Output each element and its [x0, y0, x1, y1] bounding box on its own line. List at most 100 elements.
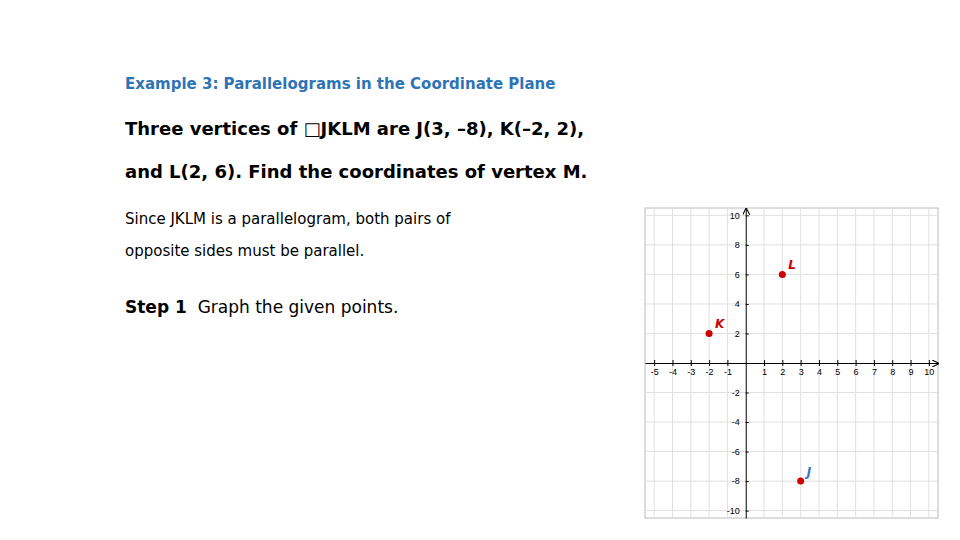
- x-axis: -5 -4 -3 -2 -1 1 2 3 4 5 6 7 8 9 10: [646, 360, 939, 377]
- x-tick-mark: [654, 360, 655, 366]
- x-tick-mark: [911, 360, 912, 366]
- point-label: L: [788, 258, 796, 272]
- x-tick-label: 5: [835, 367, 840, 377]
- grid-line-y: [645, 244, 938, 245]
- grid-line-y: [645, 510, 938, 511]
- chart: Example 3: Parallelograms in the Coordin…: [0, 0, 960, 540]
- y-tick-mark: [746, 304, 749, 305]
- y-tick: -8: [732, 476, 749, 486]
- y-tick-label: 6: [735, 270, 740, 280]
- y-tick-mark: [746, 511, 749, 512]
- point-label: K: [715, 317, 726, 331]
- plot-frame: [645, 208, 938, 518]
- point-labels: J K L: [715, 258, 812, 479]
- x-tick-mark: [801, 360, 802, 366]
- x-tick-mark: [856, 360, 857, 366]
- grid-line-y: [645, 422, 938, 423]
- x-tick: -4: [669, 360, 677, 377]
- x-tick: 9: [909, 360, 914, 377]
- x-tick-mark: [874, 360, 875, 366]
- grid-line-y: [645, 215, 938, 216]
- problem-line: Three vertices of □JKLM are J(3, –8), K(…: [125, 118, 584, 139]
- y-tick-mark: [746, 333, 749, 334]
- y-tick-mark: [746, 245, 749, 246]
- x-tick-label: 8: [890, 367, 895, 377]
- step-text: Graph the given points.: [187, 297, 399, 317]
- x-tick-label: -5: [651, 367, 659, 377]
- x-tick: 8: [890, 360, 895, 377]
- x-tick: 10: [924, 360, 934, 377]
- x-tick-mark: [837, 360, 838, 366]
- y-tick: -6: [732, 447, 749, 457]
- x-tick-mark: [764, 360, 765, 366]
- x-tick: -1: [724, 360, 732, 377]
- point: [706, 330, 713, 337]
- x-tick-mark: [819, 360, 820, 366]
- point-label: J: [805, 465, 812, 479]
- points: [706, 271, 805, 485]
- x-tick-mark: [929, 360, 930, 366]
- step-label: Step 1: [125, 297, 187, 317]
- y-tick-mark: [746, 215, 749, 216]
- y-tick-mark: [746, 481, 749, 482]
- y-tick: 2: [735, 329, 749, 339]
- grid-line-y: [645, 303, 938, 304]
- x-tick-mark: [727, 360, 728, 366]
- x-axis-line: [646, 363, 939, 364]
- x-tick-mark: [691, 360, 692, 366]
- x-tick: 1: [762, 360, 767, 377]
- x-tick-mark: [782, 360, 783, 366]
- y-tick: 10: [730, 211, 749, 221]
- x-tick: 4: [817, 360, 822, 377]
- y-tick-label: 2: [735, 329, 740, 339]
- y-tick-label: 4: [735, 299, 740, 309]
- x-tick: 6: [854, 360, 859, 377]
- y-tick-mark: [746, 422, 749, 423]
- y-tick-label: -6: [732, 447, 740, 457]
- point: [797, 478, 804, 485]
- grid-line-y: [645, 392, 938, 393]
- x-tick-label: 4: [817, 367, 822, 377]
- y-tick-label: 10: [730, 211, 740, 221]
- x-tick-label: 7: [872, 367, 877, 377]
- point: [779, 271, 786, 278]
- x-tick: -2: [706, 360, 714, 377]
- x-tick: 3: [799, 360, 804, 377]
- x-tick: 5: [835, 360, 840, 377]
- y-tick-label: -2: [732, 388, 740, 398]
- x-tick-mark: [672, 360, 673, 366]
- x-tick-mark: [709, 360, 710, 366]
- x-tick-label: 3: [799, 367, 804, 377]
- x-tick: -3: [687, 360, 695, 377]
- x-tick-label: -2: [706, 367, 714, 377]
- grid: [645, 208, 938, 518]
- x-tick-label: 9: [909, 367, 914, 377]
- y-tick-label: -4: [732, 417, 740, 427]
- y-tick: -4: [732, 417, 749, 427]
- y-tick: 8: [735, 240, 749, 250]
- x-tick-label: 10: [924, 367, 934, 377]
- x-tick-label: 2: [780, 367, 785, 377]
- y-tick: -2: [732, 388, 749, 398]
- x-tick-label: 1: [762, 367, 767, 377]
- grid-line-y: [645, 274, 938, 275]
- y-tick-label: -8: [732, 476, 740, 486]
- y-tick-mark: [746, 274, 749, 275]
- title: Example 3: Parallelograms in the Coordin…: [125, 75, 555, 93]
- y-tick: -10: [727, 506, 749, 516]
- grid-line-y: [645, 333, 938, 334]
- x-tick-label: -1: [724, 367, 732, 377]
- x-tick: -5: [651, 360, 659, 377]
- explanation-line: Since JKLM is a parallelogram, both pair…: [125, 210, 451, 228]
- x-tick-label: -3: [687, 367, 695, 377]
- x-tick-label: -4: [669, 367, 677, 377]
- grid-line-y: [645, 451, 938, 452]
- x-tick-label: 6: [854, 367, 859, 377]
- y-axis-line: [746, 209, 747, 519]
- x-tick-mark: [892, 360, 893, 366]
- y-tick-mark: [746, 452, 749, 453]
- y-axis: -10 -8 -6 -4 -2 2 4 6 8 10: [727, 209, 749, 519]
- y-tick-label: -10: [727, 506, 740, 516]
- y-tick: 4: [735, 299, 749, 309]
- y-tick: 6: [735, 270, 749, 280]
